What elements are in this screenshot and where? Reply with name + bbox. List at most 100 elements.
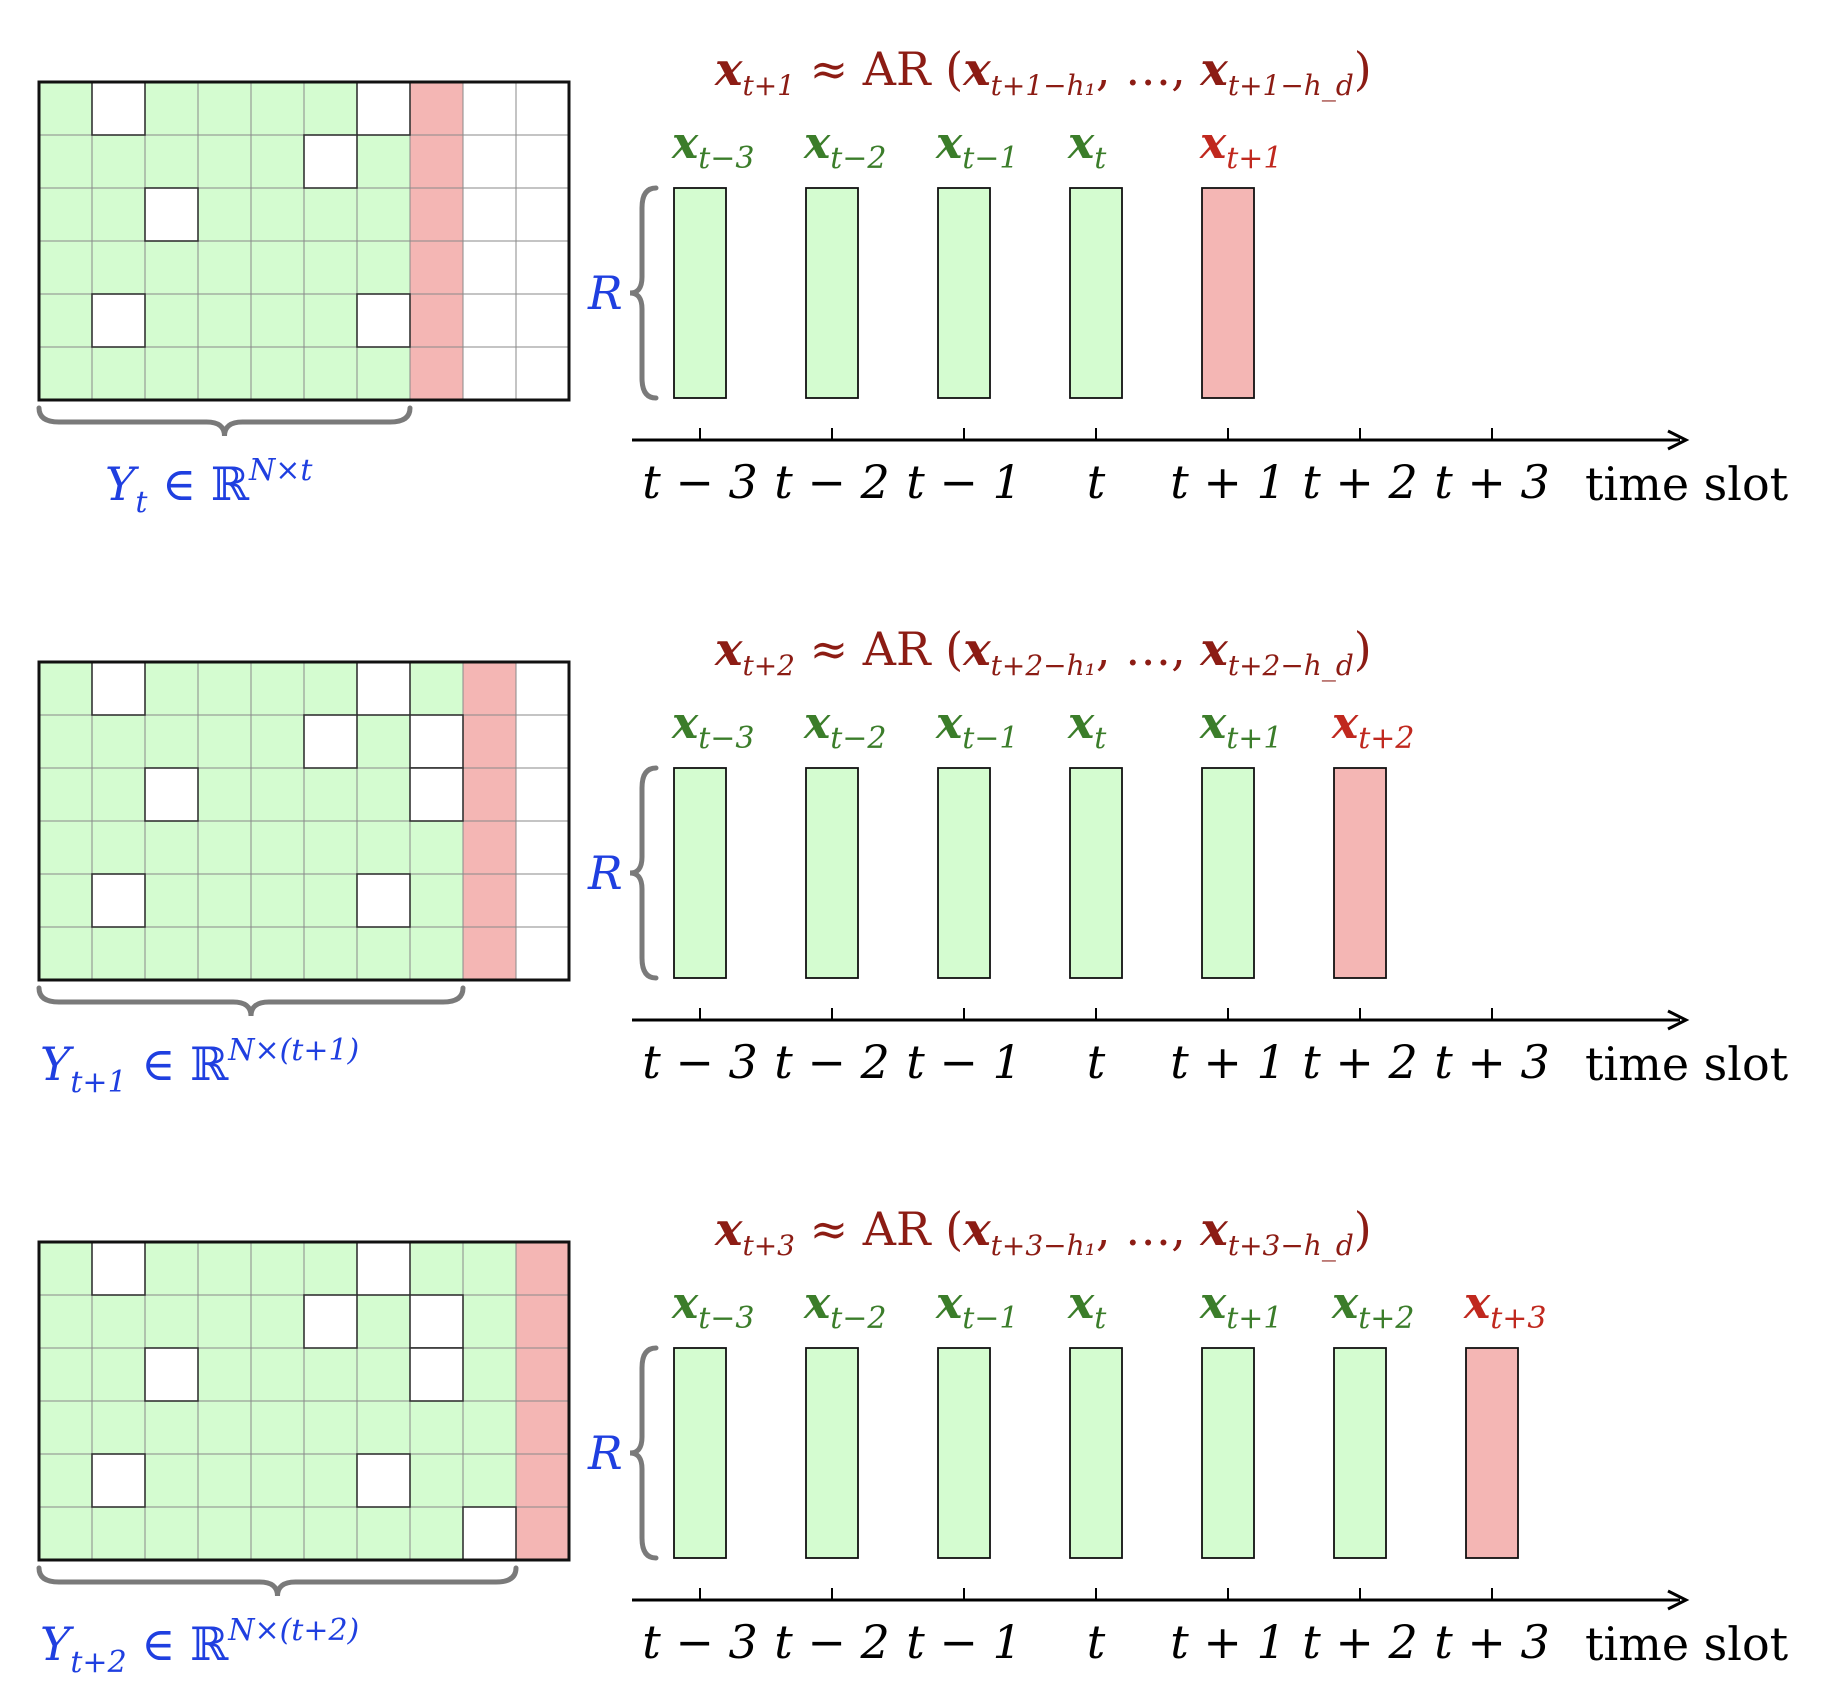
- axis-tick-label: t − 3: [642, 1615, 758, 1669]
- vector-label: xt−3: [671, 1278, 755, 1336]
- matrix-cell: [462, 81, 517, 136]
- matrix-cell: [409, 1241, 464, 1296]
- matrix-cell: [250, 240, 305, 295]
- missing-entry: [303, 134, 358, 189]
- matrix-cell: [462, 240, 517, 295]
- matrix-cell: [91, 240, 146, 295]
- rank-label: R: [587, 266, 623, 320]
- axis-tick-label: t: [1087, 455, 1106, 509]
- missing-entry: [91, 81, 146, 136]
- matrix-cell: [38, 187, 93, 242]
- matrix-cell: [38, 1241, 93, 1296]
- matrix-cell: [144, 926, 199, 981]
- matrix-cell: [303, 1241, 358, 1296]
- matrix-cell: [197, 187, 252, 242]
- matrix-cell: [144, 1241, 199, 1296]
- axis-tick-label: t − 1: [906, 1035, 1022, 1089]
- matrix-cell: [515, 1453, 570, 1508]
- missing-entry: [462, 1506, 517, 1561]
- matrix-cell: [462, 661, 517, 716]
- matrix-cell: [38, 714, 93, 769]
- axis-title: time slot: [1585, 1617, 1789, 1671]
- missing-entry: [144, 1347, 199, 1402]
- vector-bar: [1069, 187, 1123, 399]
- matrix-cell: [38, 293, 93, 348]
- matrix-cell: [144, 661, 199, 716]
- matrix-cell: [356, 134, 411, 189]
- vector-bar: [673, 1347, 727, 1559]
- matrix-cell: [462, 1294, 517, 1349]
- vector-bar: [937, 767, 991, 979]
- matrix-cell: [515, 1241, 570, 1296]
- matrix-cell: [38, 81, 93, 136]
- matrix-cell: [409, 1506, 464, 1561]
- matrix-cell: [409, 187, 464, 242]
- matrix-brace: [36, 405, 413, 437]
- matrix-cell: [250, 873, 305, 928]
- matrix-cell: [409, 1400, 464, 1455]
- matrix-cell: [303, 661, 358, 716]
- matrix-cell: [409, 873, 464, 928]
- matrix-cell: [462, 134, 517, 189]
- matrix-cell: [197, 293, 252, 348]
- matrix-cell: [197, 346, 252, 401]
- matrix-cell: [409, 240, 464, 295]
- matrix-cell: [197, 240, 252, 295]
- ar-equation: xt+3 ≈ AR (xt+3−h₁, …, xt+3−h_d): [714, 1202, 1372, 1262]
- rank-brace: [629, 765, 659, 981]
- vector-bar: [937, 1347, 991, 1559]
- matrix-cell: [462, 767, 517, 822]
- matrix-cell: [250, 134, 305, 189]
- matrix-cell: [144, 820, 199, 875]
- matrix: [37, 80, 571, 402]
- matrix-cell: [250, 293, 305, 348]
- missing-entry: [91, 1241, 146, 1296]
- matrix-cell: [38, 240, 93, 295]
- matrix-cell: [250, 1506, 305, 1561]
- matrix-cell: [197, 714, 252, 769]
- vector-bar: [1069, 767, 1123, 979]
- matrix-cell: [356, 346, 411, 401]
- matrix-cell: [197, 134, 252, 189]
- rank-brace: [629, 185, 659, 401]
- vector-label: xt+3: [1463, 1278, 1547, 1336]
- axis-tick-label: t: [1087, 1615, 1106, 1669]
- matrix-cell: [409, 820, 464, 875]
- matrix-border: [37, 80, 571, 402]
- missing-entry: [409, 767, 464, 822]
- matrix-label: Yt+2 ∈ ℝN×(t+2): [40, 1613, 359, 1680]
- matrix-cell: [462, 873, 517, 928]
- vector-bar: [1201, 767, 1255, 979]
- missing-entry: [356, 293, 411, 348]
- matrix-cell: [462, 187, 517, 242]
- matrix-cell: [91, 346, 146, 401]
- matrix-cell: [303, 767, 358, 822]
- matrix-cell: [303, 1400, 358, 1455]
- axis-tick-label: t + 3: [1434, 1615, 1550, 1669]
- matrix-cell: [38, 1400, 93, 1455]
- axis-tick-label: t − 1: [906, 1615, 1022, 1669]
- ar-equation: xt+2 ≈ AR (xt+2−h₁, …, xt+2−h_d): [714, 622, 1372, 682]
- vector-label: xt: [1067, 118, 1107, 176]
- matrix-cell: [356, 240, 411, 295]
- vector-label: xt−2: [803, 118, 887, 176]
- matrix-cell: [515, 1506, 570, 1561]
- matrix-brace: [36, 1565, 519, 1597]
- matrix-cell: [38, 1347, 93, 1402]
- matrix-cell: [197, 1400, 252, 1455]
- matrix-cell: [144, 1506, 199, 1561]
- matrix-cell: [38, 134, 93, 189]
- matrix-cell: [197, 873, 252, 928]
- matrix-cell: [144, 346, 199, 401]
- matrix-cell: [515, 767, 570, 822]
- axis-tick-label: t − 1: [906, 455, 1022, 509]
- vector-label: xt−1: [935, 118, 1019, 176]
- missing-entry: [91, 661, 146, 716]
- matrix-cell: [197, 1347, 252, 1402]
- matrix-cell: [91, 1506, 146, 1561]
- missing-entry: [303, 714, 358, 769]
- matrix-cell: [91, 1294, 146, 1349]
- matrix-cell: [91, 820, 146, 875]
- panel-2: Yt+1 ∈ ℝN×(t+1) xt+2 ≈ AR (xt+2−h₁, …, xt…: [36, 622, 1789, 1100]
